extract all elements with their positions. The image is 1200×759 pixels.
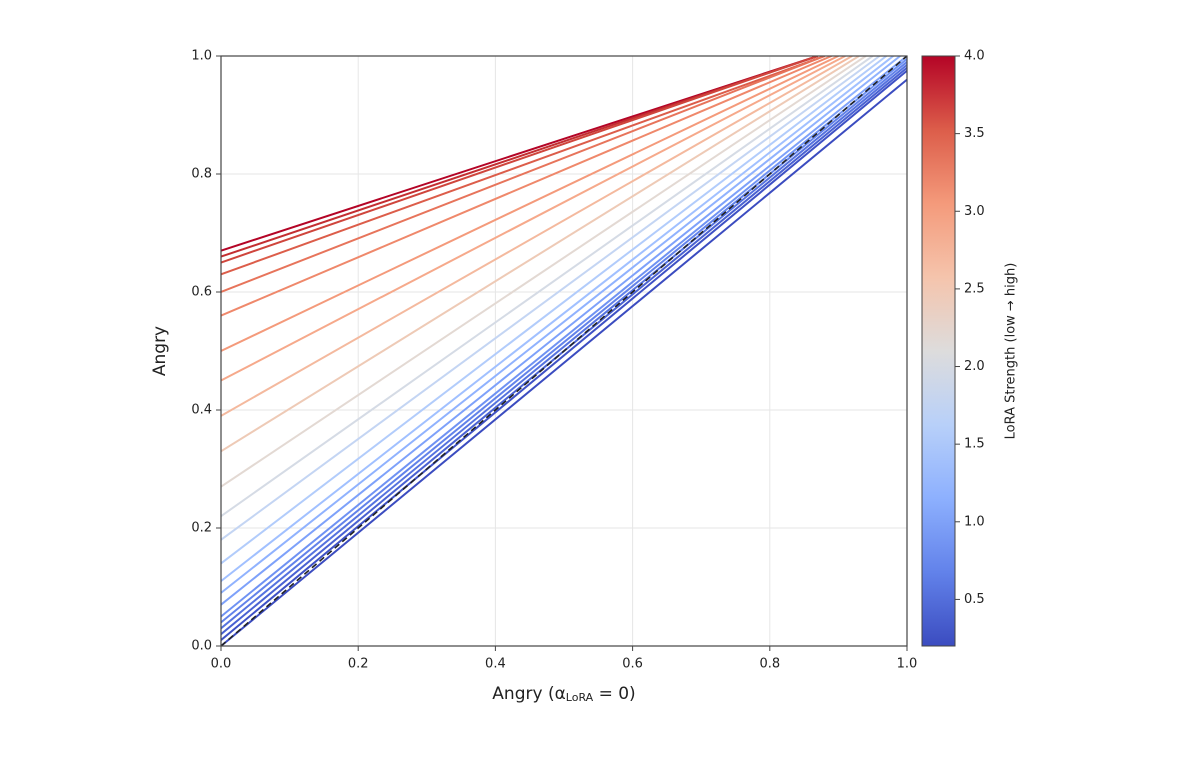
x-tick-label: 0.2 (348, 657, 369, 672)
y-tick-label: 0.0 (191, 639, 212, 654)
colorbar-tick-label: 2.0 (964, 359, 985, 374)
y-tick-label: 0.8 (191, 167, 212, 182)
colorbar-tick-label: 3.0 (964, 204, 985, 219)
series-line (221, 56, 832, 317)
colorbar (921, 55, 956, 647)
x-tick-label: 1.0 (897, 657, 918, 672)
colorbar-tick-label: 0.5 (964, 592, 985, 607)
x-tick-label: 0.8 (759, 657, 780, 672)
plot-frame (220, 55, 908, 647)
series-line (221, 56, 853, 417)
colorbar-tick-label: 2.5 (964, 281, 985, 296)
series-line (221, 56, 819, 264)
x-tick-label: 0.0 (211, 657, 232, 672)
series-line (221, 56, 860, 453)
x-tick-label: 0.4 (485, 657, 506, 672)
series-line (221, 56, 881, 541)
y-tick-label: 0.6 (191, 285, 212, 300)
series-line (221, 61, 907, 624)
colorbar-tick-label: 3.5 (964, 126, 985, 141)
series-line (221, 56, 826, 276)
series-line (221, 56, 894, 582)
colorbar-label: LoRA Strength (low → high) (1004, 263, 1019, 440)
x-axis-label: Angry (αLoRA = 0) (492, 684, 635, 704)
x-label-text: Angry (α (492, 684, 566, 704)
series-line (221, 56, 846, 382)
series-line (221, 64, 907, 630)
series-line (221, 56, 826, 293)
series-line (221, 58, 907, 618)
series-line (221, 69, 907, 641)
x-tick-label: 0.6 (622, 657, 643, 672)
series-line (221, 56, 839, 352)
y-axis-label: Angry (150, 326, 170, 376)
colorbar-tick-label: 4.0 (964, 49, 985, 64)
colorbar-tick-label: 1.0 (964, 514, 985, 529)
series-line (221, 56, 867, 488)
series-line (221, 56, 907, 646)
y-tick-label: 0.2 (191, 521, 212, 536)
y-tick-label: 1.0 (191, 49, 212, 64)
series-line (221, 56, 874, 518)
series-line (221, 56, 907, 606)
x-label-sub: LoRA (566, 691, 594, 704)
colorbar-tick-label: 1.5 (964, 437, 985, 452)
series-line (221, 56, 888, 565)
y-tick-label: 0.4 (191, 403, 212, 418)
x-label-tail: = 0) (593, 684, 636, 704)
series-line (221, 56, 901, 594)
series-line (221, 78, 907, 646)
